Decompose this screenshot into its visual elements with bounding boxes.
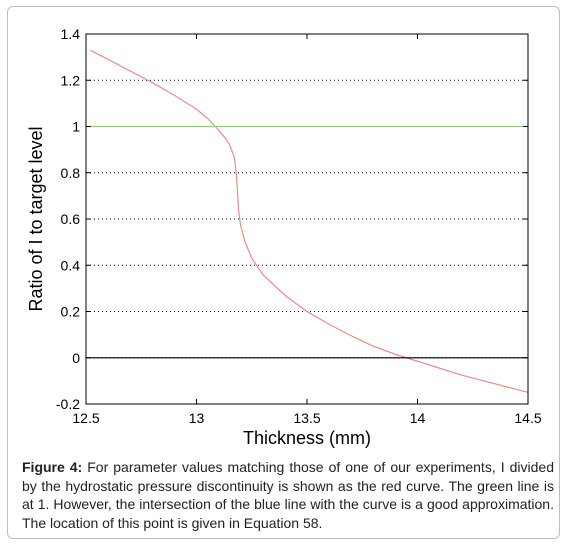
y-tick-label: 0.8 bbox=[61, 165, 81, 181]
figure-frame bbox=[7, 6, 560, 539]
y-tick-label: 0.6 bbox=[61, 211, 81, 227]
y-tick-label: 0.4 bbox=[61, 257, 81, 273]
x-tick-label: 14.5 bbox=[514, 410, 541, 426]
x-tick-label: 13.5 bbox=[293, 410, 320, 426]
ticks: 12.5 13 13.5 14 14.5 -0.2 0 0.2 0.4 0.6 0.8 1 1.2 1.4 bbox=[56, 26, 542, 426]
series-layer bbox=[86, 49, 529, 393]
x-tick-label: 14 bbox=[410, 410, 426, 426]
y-tick-label: -0.2 bbox=[56, 396, 80, 412]
x-tick-label: 12.5 bbox=[72, 410, 99, 426]
y-tick-label: 1.2 bbox=[61, 72, 81, 88]
x-axis-label: Thickness (mm) bbox=[243, 428, 371, 448]
y-tick-label: 1 bbox=[72, 119, 80, 135]
y-axis-label: Ratio of I to target level bbox=[26, 126, 46, 311]
series-line-1 bbox=[90, 49, 529, 393]
x-tick-label: 13 bbox=[189, 410, 205, 426]
caption-text: For parameter values matching those of o… bbox=[22, 459, 554, 531]
y-tick-label: 1.4 bbox=[61, 26, 81, 42]
grid bbox=[86, 79, 528, 359]
chart: 12.5 13 13.5 14 14.5 -0.2 0 0.2 0.4 0.6 0.8 1 1.2 1.4… bbox=[26, 26, 542, 448]
y-tick-label: 0.2 bbox=[61, 304, 81, 320]
y-tick-label: 0 bbox=[72, 350, 80, 366]
caption-label: Figure 4: bbox=[22, 459, 83, 475]
figure-caption: Figure 4: For parameter values matching … bbox=[22, 458, 554, 532]
